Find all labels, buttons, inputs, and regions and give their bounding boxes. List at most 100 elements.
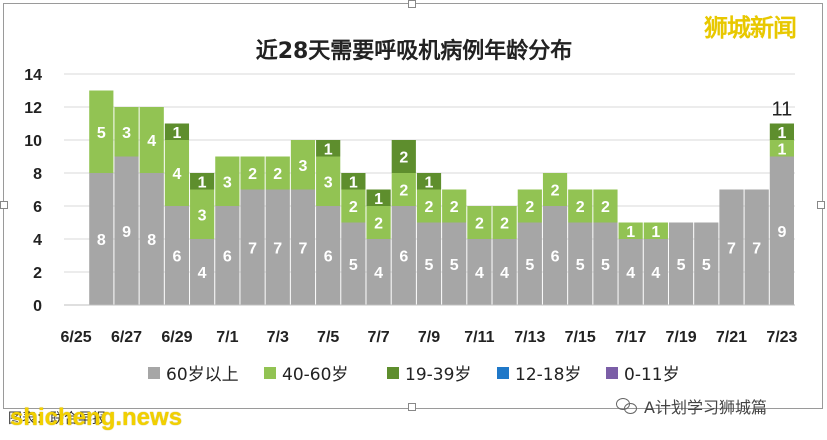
bar-segment bbox=[190, 189, 215, 239]
data-label: 5 bbox=[450, 257, 459, 274]
bar-segment bbox=[517, 222, 542, 305]
bar-segment bbox=[517, 189, 542, 223]
legend-item: 0-11岁 bbox=[606, 365, 680, 385]
data-label: 4 bbox=[172, 166, 181, 183]
total-label: 11 bbox=[772, 99, 793, 121]
bar-segment bbox=[467, 239, 492, 305]
data-label: 2 bbox=[500, 216, 509, 233]
bar-segment bbox=[391, 173, 416, 206]
bar-segment bbox=[769, 140, 794, 157]
data-label: 1 bbox=[198, 174, 207, 191]
y-tick-label: 4 bbox=[33, 232, 42, 249]
bar-segment bbox=[719, 189, 744, 305]
legend-label: 60岁以上 bbox=[166, 365, 239, 385]
data-label: 5 bbox=[525, 257, 534, 274]
bar-segment bbox=[164, 123, 190, 140]
y-tick-label: 14 bbox=[24, 67, 42, 84]
bar-segment bbox=[240, 189, 265, 305]
x-tick-label: 7/17 bbox=[615, 329, 646, 346]
data-label: 6 bbox=[172, 249, 181, 266]
data-label: 2 bbox=[399, 150, 408, 167]
bar-segment bbox=[618, 239, 643, 305]
legend-swatch bbox=[387, 367, 399, 379]
x-tick-label: 7/15 bbox=[565, 329, 596, 346]
data-label: 2 bbox=[576, 199, 585, 216]
bar-segment bbox=[89, 90, 114, 173]
x-tick-label: 7/19 bbox=[665, 329, 696, 346]
resize-handle-top[interactable] bbox=[408, 0, 416, 8]
y-tick-label: 2 bbox=[33, 265, 42, 282]
bar-segment bbox=[341, 189, 366, 223]
bar-segment bbox=[467, 206, 492, 239]
resize-handle-left[interactable] bbox=[0, 201, 8, 209]
bar-segment bbox=[89, 173, 114, 305]
y-tick-label: 0 bbox=[33, 298, 42, 315]
x-tick-label: 7/5 bbox=[317, 329, 339, 346]
bar-segment bbox=[416, 189, 442, 223]
bar-segment bbox=[139, 107, 164, 173]
bar-segment bbox=[190, 239, 215, 305]
bar-segment bbox=[568, 189, 593, 223]
bar-segment bbox=[164, 206, 190, 305]
data-label: 5 bbox=[97, 125, 106, 142]
data-label: 8 bbox=[97, 232, 106, 249]
data-label: 4 bbox=[147, 133, 156, 150]
resize-handle-bottom[interactable] bbox=[408, 403, 416, 411]
x-tick-label: 7/1 bbox=[216, 329, 238, 346]
data-label: 5 bbox=[601, 257, 610, 274]
bar-segment bbox=[265, 156, 290, 190]
data-label: 1 bbox=[172, 125, 181, 142]
data-label: 1 bbox=[374, 191, 383, 208]
data-label: 4 bbox=[651, 265, 660, 282]
bar-segment bbox=[366, 239, 391, 305]
bar-segment bbox=[416, 173, 442, 190]
bar-segment bbox=[391, 206, 416, 305]
legend-label: 12-18岁 bbox=[515, 365, 581, 385]
bar-segment bbox=[164, 140, 190, 206]
legend: 60岁以上 40-60岁 19-39岁 12-18岁 0-11岁 bbox=[148, 365, 680, 385]
x-axis: 6/25 6/27 6/29 7/1 7/3 7/5 7/7 7/9 7/11 7/13 7/15 7… bbox=[61, 304, 798, 346]
x-tick-label: 7/9 bbox=[418, 329, 440, 346]
bar-segment bbox=[391, 140, 416, 173]
data-label: 4 bbox=[500, 265, 509, 282]
y-tick-label: 12 bbox=[24, 100, 42, 117]
data-label: 7 bbox=[727, 240, 736, 257]
data-label: 3 bbox=[122, 125, 131, 142]
bar-segment bbox=[366, 206, 391, 239]
data-label: 2 bbox=[425, 199, 434, 216]
legend-swatch bbox=[148, 367, 160, 379]
y-tick-label: 10 bbox=[24, 133, 42, 150]
data-label: 7 bbox=[273, 240, 282, 257]
data-label: 2 bbox=[525, 199, 534, 216]
bar-segment bbox=[744, 189, 769, 305]
resize-handle-right[interactable] bbox=[817, 201, 825, 209]
bar-segment bbox=[668, 222, 694, 305]
data-label: 5 bbox=[425, 257, 434, 274]
bar-segment bbox=[139, 173, 164, 305]
wechat-account: A计划学习狮城篇 bbox=[616, 394, 767, 418]
legend-swatch bbox=[264, 367, 276, 379]
bar-segment bbox=[593, 222, 618, 305]
bar-segment bbox=[769, 123, 794, 140]
data-label: 2 bbox=[551, 183, 560, 200]
data-labels: 8593846414316372727363152142162252152424… bbox=[97, 99, 792, 283]
bar-segment bbox=[114, 156, 139, 305]
bar-segment bbox=[190, 173, 215, 190]
bar-segment bbox=[442, 222, 467, 305]
data-label: 6 bbox=[324, 249, 333, 266]
legend-item: 40-60岁 bbox=[264, 365, 348, 385]
legend-swatch bbox=[606, 367, 618, 379]
data-label: 5 bbox=[576, 257, 585, 274]
bar-segment bbox=[215, 206, 240, 305]
data-label: 1 bbox=[626, 224, 635, 241]
x-tick-label: 7/7 bbox=[367, 329, 389, 346]
wechat-icon bbox=[616, 397, 638, 415]
data-label: 6 bbox=[551, 249, 560, 266]
y-axis: 0 2 4 6 8 10 12 14 bbox=[24, 67, 42, 315]
data-label: 4 bbox=[475, 265, 484, 282]
data-label: 2 bbox=[450, 199, 459, 216]
x-tick-label: 6/27 bbox=[111, 329, 142, 346]
data-label: 1 bbox=[324, 141, 333, 158]
legend-item: 60岁以上 bbox=[148, 365, 239, 385]
